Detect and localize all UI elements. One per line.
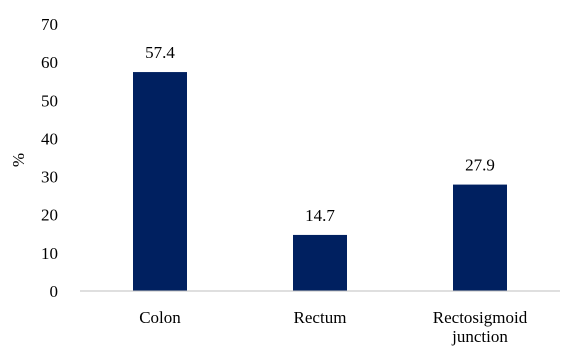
category-label: Colon [139, 308, 181, 327]
data-label: 14.7 [305, 206, 335, 225]
y-tick-label: 20 [41, 206, 58, 225]
category-label-line: junction [451, 327, 508, 346]
bar [293, 234, 347, 291]
category-label: Rectosigmoid junction [433, 308, 528, 346]
y-axis-ticks: 0 10 20 30 40 50 60 70 [41, 15, 58, 301]
category-label-line: Rectosigmoid [433, 308, 528, 327]
y-tick-label: 10 [41, 244, 58, 263]
data-label: 27.9 [465, 156, 495, 175]
data-labels: 57.4 14.7 27.9 [145, 43, 495, 225]
y-tick-label: 60 [41, 53, 58, 72]
data-label: 57.4 [145, 43, 175, 62]
bar [133, 72, 187, 291]
y-tick-label: 50 [41, 91, 58, 110]
category-label: Rectum [294, 308, 347, 327]
y-tick-label: 70 [41, 15, 58, 34]
category-label-line: Colon [139, 308, 181, 327]
bars [133, 72, 507, 291]
category-labels: Colon Rectum Rectosigmoid junction [139, 308, 527, 346]
y-tick-label: 0 [50, 282, 59, 301]
category-label-line: Rectum [294, 308, 347, 327]
y-axis-title: % [9, 153, 28, 167]
bar [453, 184, 507, 291]
y-tick-label: 40 [41, 129, 58, 148]
y-tick-label: 30 [41, 168, 58, 187]
